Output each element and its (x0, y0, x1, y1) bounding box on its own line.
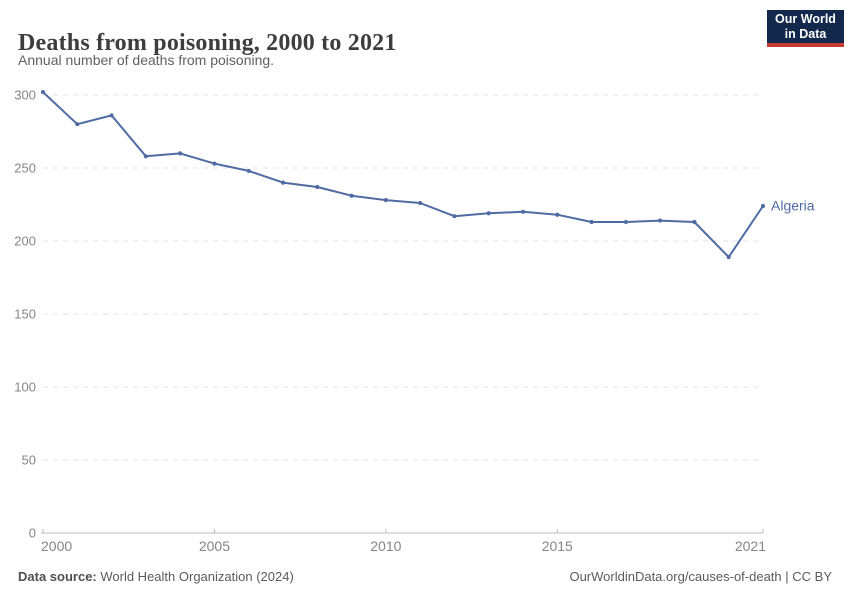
data-point-algeria-2012[interactable] (452, 214, 457, 219)
data-point-algeria-2020[interactable] (726, 254, 731, 260)
x-tick-label-2015: 2015 (542, 538, 573, 554)
page-subtitle: Annual number of deaths from poisoning. (18, 52, 275, 68)
data-point-algeria-2003[interactable] (143, 154, 148, 159)
y-tick-label-50: 50 (22, 453, 36, 468)
x-tick-label-2005: 2005 (199, 538, 230, 554)
chart-footer: Data source: World Health Organization (… (18, 569, 832, 585)
data-point-algeria-2005[interactable] (212, 161, 217, 166)
owid-logo-line1: Our World (775, 12, 836, 26)
data-point-algeria-2004[interactable] (178, 151, 183, 156)
data-point-algeria-2013[interactable] (486, 211, 491, 216)
data-point-algeria-2002[interactable] (109, 113, 114, 118)
y-tick-label-250: 250 (14, 161, 36, 176)
owid-logo[interactable]: Our World in Data (767, 10, 844, 47)
page-title: Deaths from poisoning, 2000 to 2021 (18, 30, 397, 57)
owid-logo-line2: in Data (784, 27, 827, 41)
y-tick-label-0: 0 (29, 526, 36, 541)
series-line-algeria[interactable] (42, 91, 764, 259)
y-tick-label-100: 100 (14, 380, 36, 395)
data-source-value: World Health Organization (2024) (96, 569, 294, 584)
data-point-algeria-2017[interactable] (623, 219, 628, 225)
footer-attribution: OurWorldinData.org/causes-of-death | CC … (569, 569, 832, 585)
data-point-algeria-2015[interactable] (555, 212, 560, 217)
x-tick-label-2000: 2000 (41, 538, 72, 554)
y-tick-label-150: 150 (14, 307, 36, 322)
data-source-label: Data source: (18, 569, 97, 584)
data-point-algeria-2019[interactable] (692, 219, 697, 225)
x-tick-label-2021: 2021 (735, 538, 766, 554)
data-source-note: Data source: World Health Organization (… (18, 569, 294, 585)
y-tick-label-200: 200 (14, 234, 36, 249)
license-text: | CC BY (781, 569, 832, 584)
data-point-algeria-2008[interactable] (315, 184, 320, 190)
data-point-algeria-2009[interactable] (349, 193, 354, 198)
data-point-algeria-2014[interactable] (520, 209, 526, 214)
data-point-algeria-2011[interactable] (418, 200, 423, 206)
y-tick-label-300: 300 (14, 88, 36, 103)
data-point-algeria-2006[interactable] (246, 168, 251, 174)
data-point-algeria-2001[interactable] (75, 122, 80, 127)
data-point-algeria-2016[interactable] (589, 219, 594, 225)
data-point-algeria-2018[interactable] (658, 218, 663, 223)
x-tick-label-2010: 2010 (370, 538, 401, 554)
owid-url-link[interactable]: OurWorldinData.org/causes-of-death (569, 569, 782, 584)
data-point-algeria-2007[interactable] (280, 180, 286, 185)
data-point-algeria-2021[interactable] (760, 203, 766, 209)
data-point-algeria-2010[interactable] (383, 198, 388, 203)
entity-label-algeria[interactable]: Algeria (771, 197, 815, 213)
data-point-algeria-2000[interactable] (40, 89, 46, 95)
